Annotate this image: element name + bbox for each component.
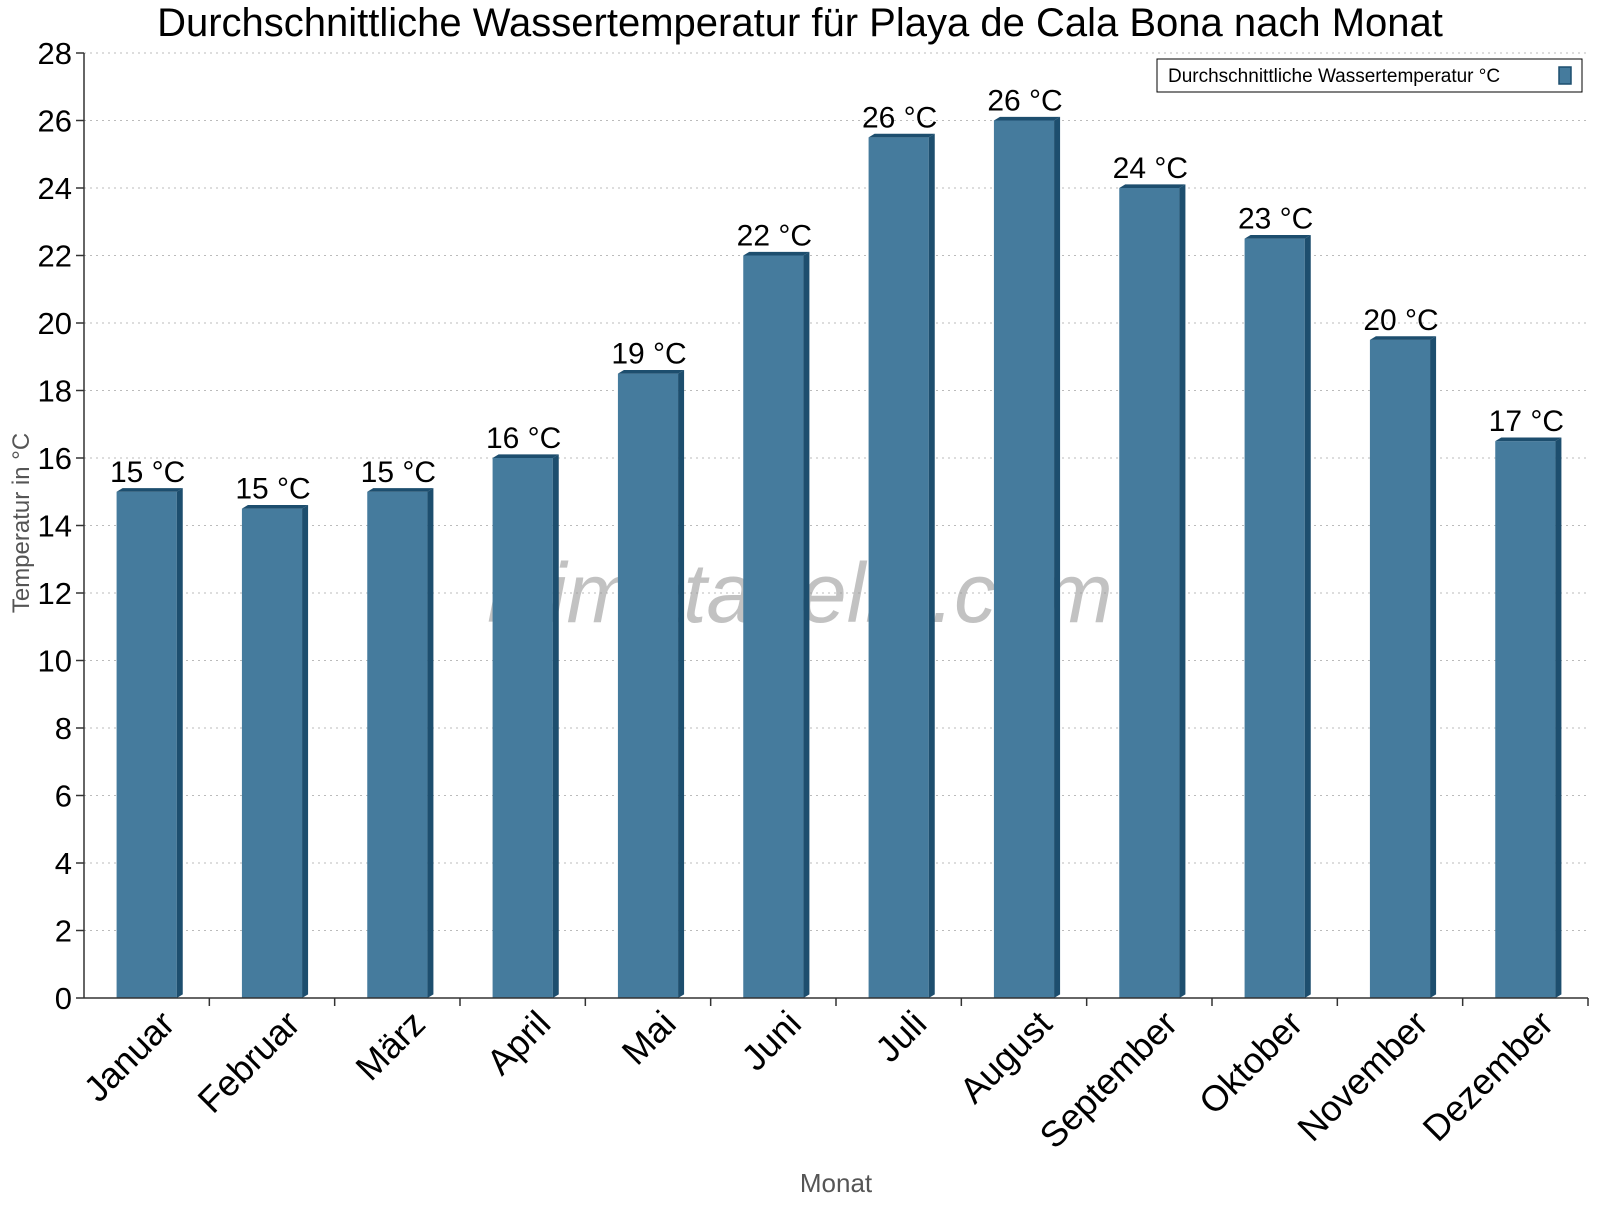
x-tick-label: Dezember bbox=[1415, 1003, 1561, 1149]
x-tick-label: November bbox=[1289, 1003, 1435, 1149]
bar bbox=[743, 255, 804, 998]
bar-side bbox=[1430, 336, 1437, 998]
bar bbox=[492, 458, 553, 998]
bar-side bbox=[1179, 184, 1186, 998]
bar-side bbox=[552, 454, 559, 998]
bar-top bbox=[367, 488, 434, 492]
y-axis-title: Temperatur in °C bbox=[8, 433, 35, 613]
data-label: 24 °C bbox=[1113, 152, 1188, 185]
data-labels: 15 °C 15 °C 15 °C 16 °C 19 °C 22 °C 26 °C 26 °C… bbox=[110, 85, 1564, 506]
y-tick-label: 18 bbox=[38, 374, 72, 409]
y-tick-label: 2 bbox=[55, 914, 72, 949]
bar bbox=[617, 373, 679, 998]
y-tick-label: 12 bbox=[38, 576, 72, 611]
bar-top bbox=[743, 251, 810, 256]
x-tick-label: Juni bbox=[733, 1003, 809, 1079]
data-label: 17 °C bbox=[1489, 405, 1564, 438]
y-tick-label: 10 bbox=[38, 644, 72, 679]
data-label: 15 °C bbox=[110, 456, 185, 489]
y-tick-label: 22 bbox=[38, 239, 72, 274]
bar-side bbox=[302, 505, 309, 998]
x-tick-label: Oktober bbox=[1191, 1003, 1311, 1123]
bar-top bbox=[241, 505, 309, 509]
x-axis-title: Monat bbox=[800, 1168, 873, 1198]
bar bbox=[241, 508, 303, 998]
bar bbox=[1369, 339, 1431, 998]
x-tick-label: August bbox=[951, 1003, 1059, 1111]
x-tick-label: September bbox=[1031, 1003, 1185, 1157]
y-tick-label: 14 bbox=[38, 509, 72, 544]
x-tick-label: Februar bbox=[190, 1003, 308, 1121]
chart-title: Durchschnittliche Wassertemperatur für P… bbox=[157, 1, 1443, 45]
bar-top bbox=[1495, 437, 1562, 442]
data-label: 20 °C bbox=[1363, 304, 1438, 337]
x-tick-label: März bbox=[347, 1003, 433, 1089]
x-tick-label: Januar bbox=[75, 1003, 182, 1110]
bar bbox=[1119, 188, 1180, 998]
bars bbox=[116, 116, 1562, 998]
bar-side bbox=[928, 133, 935, 998]
data-label: 23 °C bbox=[1238, 203, 1313, 236]
bar bbox=[993, 120, 1055, 998]
bar-top bbox=[1119, 184, 1186, 188]
bar-top bbox=[116, 488, 183, 492]
data-label: 26 °C bbox=[862, 101, 937, 134]
bar bbox=[1495, 441, 1556, 998]
bar-side bbox=[176, 488, 183, 998]
data-label: 16 °C bbox=[486, 422, 561, 455]
bar-side bbox=[1555, 437, 1562, 998]
data-label: 26 °C bbox=[987, 85, 1062, 118]
bar-side bbox=[1054, 116, 1061, 998]
bar-side bbox=[1304, 235, 1311, 998]
y-tick-label: 20 bbox=[38, 306, 72, 341]
bar bbox=[1244, 238, 1305, 998]
y-tick-label: 6 bbox=[55, 779, 72, 814]
y-tick-label: 8 bbox=[55, 711, 72, 746]
y-tick-label: 4 bbox=[55, 846, 72, 881]
bar-side bbox=[678, 370, 685, 998]
bar-top bbox=[1244, 235, 1311, 239]
legend-label: Durchschnittliche Wassertemperatur °C bbox=[1168, 66, 1500, 87]
bar-top bbox=[492, 454, 559, 458]
bar-top bbox=[1369, 336, 1437, 340]
bar-top bbox=[868, 133, 935, 138]
bar-side bbox=[427, 488, 434, 998]
y-tick-label: 16 bbox=[38, 441, 72, 476]
legend-swatch bbox=[1558, 66, 1572, 85]
data-label: 22 °C bbox=[737, 220, 812, 253]
x-tick-label: April bbox=[478, 1003, 558, 1083]
y-tick-label: 28 bbox=[38, 36, 72, 71]
data-label: 15 °C bbox=[361, 456, 436, 489]
bar-side bbox=[803, 251, 810, 998]
legend-box bbox=[1156, 58, 1583, 93]
y-tick-label: 26 bbox=[38, 104, 72, 139]
bar-top bbox=[617, 370, 685, 374]
y-tick-label: 0 bbox=[55, 981, 72, 1016]
bar bbox=[367, 491, 428, 998]
bar bbox=[868, 137, 929, 998]
bar-top bbox=[993, 116, 1061, 121]
bar bbox=[116, 491, 177, 998]
legend: Durchschnittliche Wassertemperatur °C bbox=[1156, 58, 1583, 93]
data-label: 19 °C bbox=[611, 338, 686, 371]
x-tick-label: Mai bbox=[614, 1003, 684, 1073]
y-tick-label: 24 bbox=[38, 171, 72, 206]
x-tick-label: Juli bbox=[867, 1003, 934, 1070]
data-label: 15 °C bbox=[235, 473, 310, 506]
